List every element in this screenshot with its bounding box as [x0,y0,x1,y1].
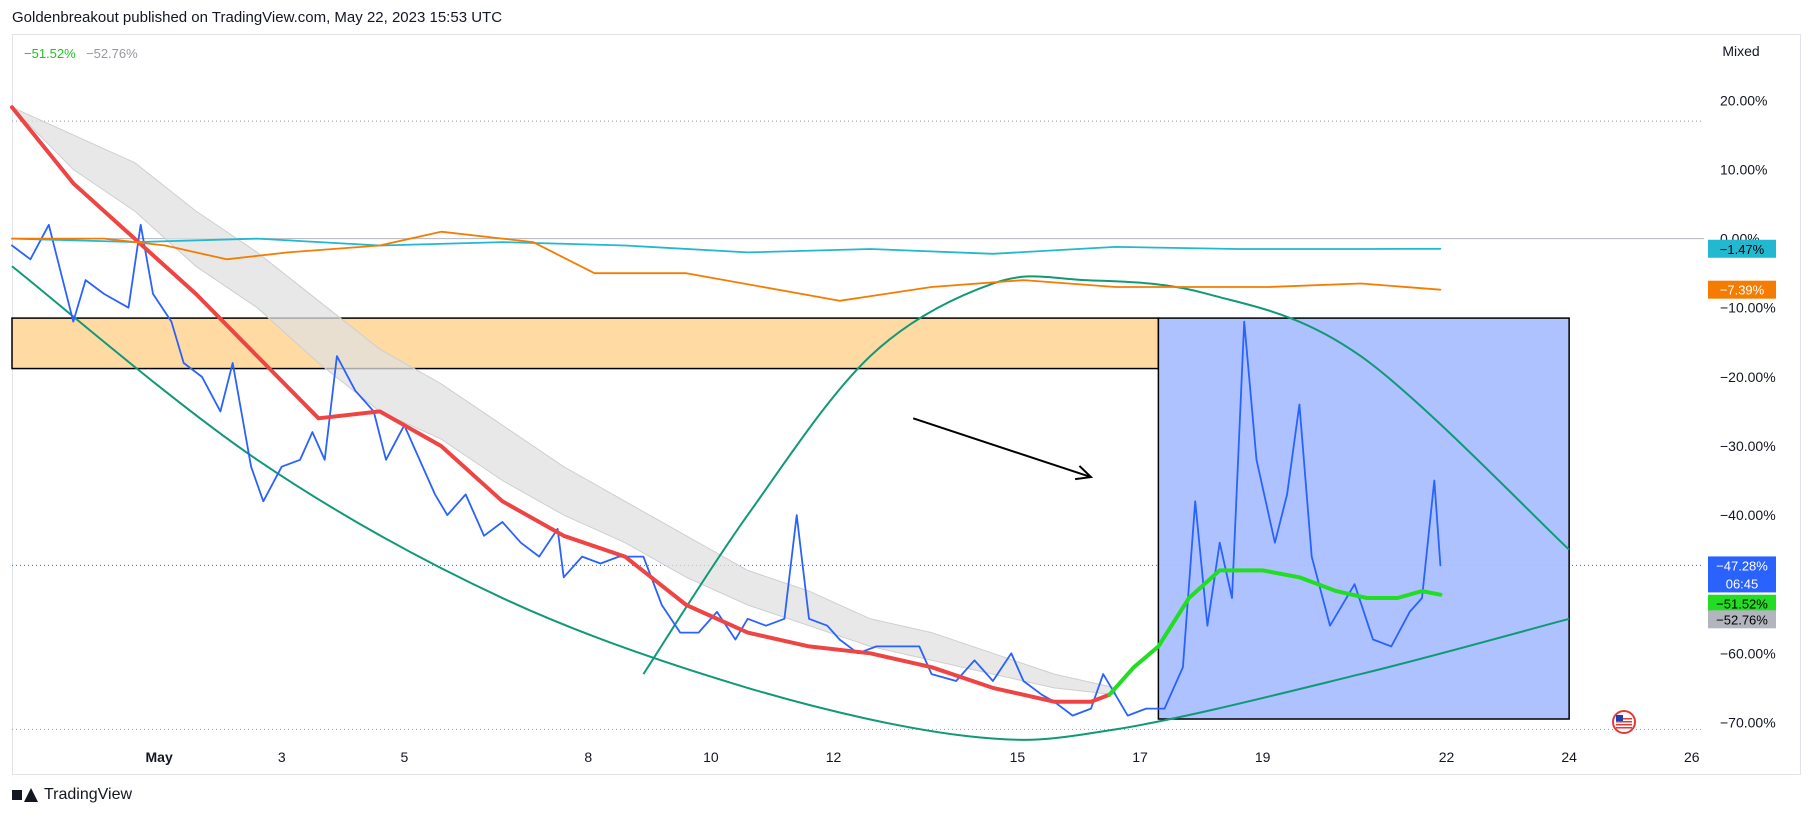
x-tick-label: 17 [1132,749,1148,765]
flag-stripe [1616,724,1632,726]
cyan-last-tag-bg [1708,239,1776,258]
y-tick-label: −20.00% [1720,369,1776,385]
footer-brand[interactable]: TradingView [44,786,133,803]
moving-average-line [10,105,1112,704]
y-tick-label: −40.00% [1720,507,1776,523]
chart-frame [12,34,1801,775]
secondary-last-tag: −52.76% [1708,610,1776,629]
x-tick-label: 10 [703,749,719,765]
flag-stripe [1616,721,1632,723]
secondary-last-tag-bg [1708,610,1776,629]
flag-stripe [1616,727,1632,729]
x-tick-label: May [146,749,173,765]
secondary-last-tag-text: −52.76% [1716,612,1768,627]
arrow-head [1074,465,1094,481]
x-tick-label: 24 [1561,749,1577,765]
x-tick-label: 12 [826,749,842,765]
countdown-text: 06:45 [1726,576,1759,591]
tradingview-logo-icon[interactable] [12,788,38,802]
x-tick-label: 26 [1684,749,1700,765]
x-tick-label: 3 [278,749,286,765]
orange-last-tag-bg [1708,280,1776,299]
cyan-comparison-line [11,237,1442,255]
x-tick-label: 5 [400,749,408,765]
y-tick-label: 20.00% [1720,92,1767,108]
average-last-tag: −51.52% [1708,594,1776,613]
y-tick-label: −70.00% [1720,714,1776,730]
cyan-last-tag: −1.47% [1708,239,1776,258]
y-tick-label: 10.00% [1720,161,1767,177]
flag-canton [1616,715,1623,721]
target-box-rect [1157,317,1570,720]
trend-curve-2 [642,275,1570,675]
price-last-tag: −47.28% [1708,556,1776,593]
flag-stripe [1616,718,1632,720]
price-last-tag-text: −47.28% [1716,558,1768,573]
cyan-last-tag-text: −1.47% [1720,242,1765,257]
y-tick-label: −60.00% [1720,645,1776,661]
orange-last-tag: −7.39% [1708,280,1776,299]
average-last-tag-text: −51.52% [1716,597,1768,612]
recent-average-line [1107,568,1443,697]
x-tick-label: 19 [1255,749,1271,765]
publish-header: Goldenbreakout published on TradingView.… [12,9,503,26]
legend-value-b: −52.76% [86,46,138,61]
scale-mode-label: Mixed [1722,43,1759,59]
y-tick-label: −30.00% [1720,438,1776,454]
trend-curve-1 [11,265,1570,741]
average-last-tag-bg [1708,594,1776,613]
resistance-zone-rect [11,317,1160,370]
x-tick-label: 8 [584,749,592,765]
price-last-tag-bg [1708,556,1776,593]
orange-last-tag-text: −7.39% [1720,283,1765,298]
footer: TradingView [12,786,132,804]
x-tick-label: 15 [1010,749,1026,765]
arrow-line [912,417,1092,479]
y-tick-label: −10.00% [1720,300,1776,316]
orange-comparison-line [11,230,1442,302]
legend-value-a: −51.52% [24,46,76,61]
x-tick-label: 22 [1439,749,1455,765]
